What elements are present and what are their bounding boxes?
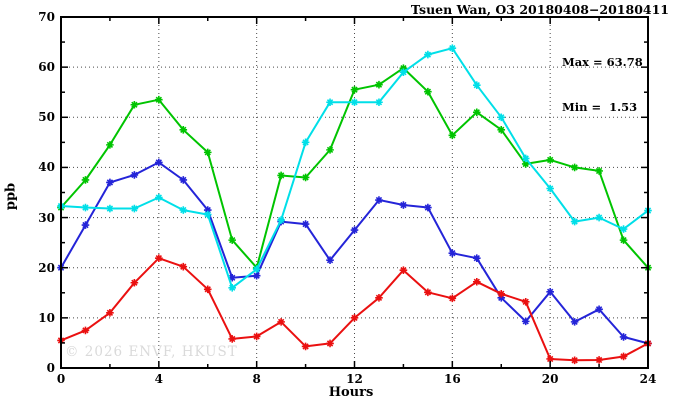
x-tick-label-24: 24: [639, 372, 657, 386]
annotation-min: Min = 1.53: [562, 100, 638, 114]
x-tick-label-20: 20: [541, 372, 559, 386]
chart-title: Tsuen Wan, O3 20180408−20180411: [410, 2, 669, 17]
max-min-annotation: Max = 63.78 Min = 1.53: [562, 25, 643, 145]
y-tick-label-70: 70: [38, 10, 55, 24]
annotation-max: Max = 63.78: [562, 55, 643, 69]
y-tick-label-40: 40: [38, 160, 55, 175]
y-axis-label: ppb: [3, 182, 19, 211]
y-tick-label-20: 20: [38, 260, 55, 275]
y-tick-label-60: 60: [38, 60, 55, 75]
x-tick-label-12: 12: [346, 372, 363, 386]
x-tick-label-16: 16: [443, 372, 461, 386]
y-tick-label-30: 30: [38, 210, 55, 225]
x-tick-label-4: 4: [154, 372, 163, 386]
watermark: © 2026 ENVF, HKUST: [65, 344, 238, 360]
y-tick-label-50: 50: [38, 110, 55, 125]
y-tick-label-10: 10: [38, 310, 55, 325]
x-tick-label-0: 0: [56, 372, 66, 386]
y-tick-label-0: 0: [46, 361, 55, 375]
x-axis-label: Hours: [328, 385, 374, 400]
x-tick-label-8: 8: [252, 372, 261, 386]
